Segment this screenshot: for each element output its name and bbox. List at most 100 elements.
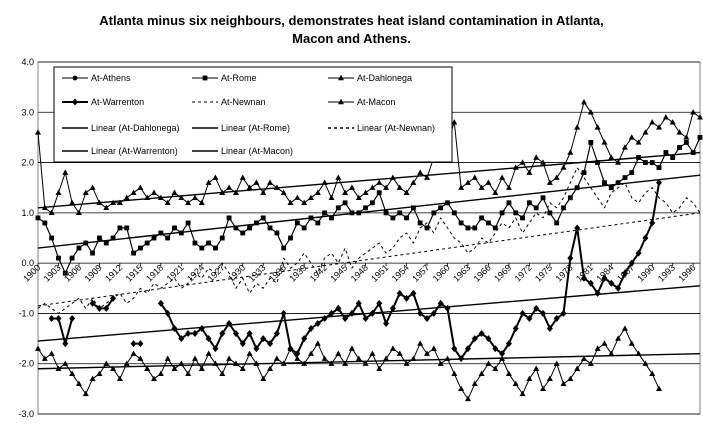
data-point-at-warrenton	[185, 330, 192, 338]
data-point-at-macon	[342, 360, 349, 366]
data-point-at-macon	[171, 365, 178, 371]
data-point-at-macon	[553, 360, 560, 366]
data-point-at-dahlonega	[267, 179, 274, 185]
data-point-at-rome	[62, 270, 68, 276]
data-point-at-warrenton	[69, 314, 76, 322]
data-point-at-rome	[165, 235, 171, 241]
chart-title-line-2: Macon and Athens.	[292, 31, 411, 46]
data-point-at-rome	[465, 225, 471, 231]
legend-box	[53, 66, 453, 163]
data-point-at-warrenton	[485, 335, 492, 343]
data-point-at-warrenton	[451, 345, 458, 353]
data-point-at-macon	[403, 360, 410, 366]
data-point-at-rome	[247, 225, 252, 231]
data-point-at-warrenton	[191, 330, 198, 338]
data-point-at-dahlonega	[690, 109, 697, 115]
data-point-at-macon	[301, 360, 308, 366]
data-point-at-warrenton	[444, 304, 451, 312]
data-point-at-macon	[110, 365, 117, 371]
data-point-at-macon	[464, 395, 471, 402]
data-point-at-warrenton	[376, 299, 383, 307]
data-point-at-macon	[96, 370, 103, 376]
data-point-at-rome	[260, 215, 266, 221]
data-point-at-dahlonega	[185, 199, 192, 205]
data-point-at-dahlonega	[55, 189, 62, 195]
data-point-at-dahlonega	[642, 129, 649, 135]
data-point-at-dahlonega	[294, 194, 301, 200]
data-point-at-rome	[663, 150, 669, 155]
data-point-at-dahlonega	[273, 184, 280, 190]
data-point-at-warrenton	[48, 314, 55, 322]
data-point-at-rome	[643, 160, 648, 165]
series-markers	[35, 99, 703, 402]
data-point-at-rome	[144, 240, 150, 246]
data-point-at-dahlonega	[540, 159, 547, 165]
data-point-at-warrenton	[239, 340, 246, 348]
trend-line-linear-at-warrenton	[37, 285, 701, 342]
data-point-at-dahlonega	[232, 189, 239, 195]
data-point-at-rome	[574, 185, 580, 191]
data-point-at-dahlonega	[478, 184, 485, 190]
data-point-at-rome	[656, 165, 662, 170]
data-point-at-dahlonega	[615, 159, 622, 165]
data-point-at-warrenton	[519, 309, 526, 317]
data-point-at-rome	[417, 220, 423, 226]
data-point-at-macon	[567, 375, 574, 381]
data-point-at-warrenton	[219, 330, 226, 338]
data-point-at-dahlonega	[116, 199, 123, 205]
data-point-at-warrenton	[157, 299, 164, 307]
data-point-at-warrenton	[430, 309, 437, 317]
data-point-at-dahlonega	[75, 209, 82, 216]
data-point-at-dahlonega	[369, 184, 376, 190]
data-point-at-warrenton	[628, 259, 635, 267]
data-point-at-warrenton	[403, 294, 410, 302]
data-point-at-dahlonega	[362, 189, 369, 195]
data-point-at-rome	[506, 200, 512, 206]
data-point-at-warrenton	[540, 309, 547, 317]
data-point-at-rome	[199, 245, 205, 251]
data-point-at-dahlonega	[157, 194, 164, 200]
data-point-at-dahlonega	[321, 179, 328, 185]
data-point-at-dahlonega	[628, 134, 635, 140]
data-point-at-macon	[280, 360, 287, 366]
data-point-at-dahlonega	[396, 184, 403, 190]
data-point-at-dahlonega	[635, 139, 642, 145]
data-point-at-warrenton	[103, 304, 110, 312]
data-point-at-rome	[533, 205, 539, 211]
data-point-at-dahlonega	[417, 169, 424, 175]
data-point-at-rome	[670, 155, 676, 160]
data-point-at-macon	[505, 370, 512, 376]
data-point-at-dahlonega	[492, 189, 499, 195]
data-point-at-macon	[116, 375, 123, 381]
data-point-at-rome	[131, 250, 136, 256]
data-point-at-warrenton	[164, 309, 171, 317]
data-point-at-dahlonega	[574, 124, 581, 130]
data-point-at-dahlonega	[471, 174, 478, 180]
data-point-at-warrenton	[389, 304, 396, 312]
data-point-at-rome	[137, 245, 143, 251]
data-point-at-macon	[580, 355, 587, 361]
data-point-at-macon	[417, 340, 424, 346]
data-point-at-dahlonega	[151, 189, 158, 195]
data-point-at-rome	[69, 255, 75, 261]
data-point-at-dahlonega	[662, 114, 669, 120]
data-point-at-rome	[342, 200, 348, 206]
data-point-at-dahlonega	[621, 144, 628, 150]
data-point-at-warrenton	[355, 299, 362, 307]
data-point-at-macon	[649, 370, 656, 376]
data-point-at-rome	[561, 205, 566, 211]
data-point-at-rome	[424, 225, 430, 231]
data-point-at-rome	[595, 160, 601, 165]
data-point-at-warrenton	[62, 340, 69, 348]
data-point-at-dahlonega	[137, 184, 144, 190]
legend-marker-at-warrenton	[72, 98, 78, 106]
data-point-at-warrenton	[478, 330, 485, 338]
y-tick-label: -3.0	[18, 409, 34, 419]
data-point-at-dahlonega	[376, 179, 383, 185]
data-point-at-warrenton	[226, 319, 233, 327]
data-point-at-macon	[540, 385, 547, 392]
data-point-at-macon	[628, 340, 635, 346]
trend-line-linear-at-macon	[37, 352, 701, 370]
data-point-at-rome	[472, 225, 478, 231]
data-point-at-macon	[144, 365, 151, 371]
